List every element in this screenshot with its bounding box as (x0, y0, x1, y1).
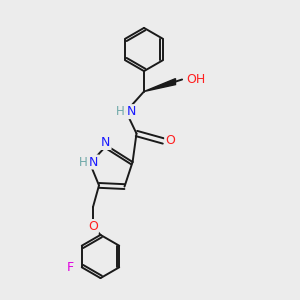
Text: N: N (101, 136, 111, 149)
Text: OH: OH (186, 73, 206, 86)
Text: F: F (66, 261, 74, 274)
Text: H: H (116, 105, 125, 118)
Polygon shape (144, 79, 176, 92)
Text: N: N (127, 105, 136, 118)
Text: H: H (79, 155, 88, 169)
Text: O: O (165, 134, 175, 148)
Text: N: N (89, 155, 98, 169)
Text: O: O (88, 220, 98, 233)
